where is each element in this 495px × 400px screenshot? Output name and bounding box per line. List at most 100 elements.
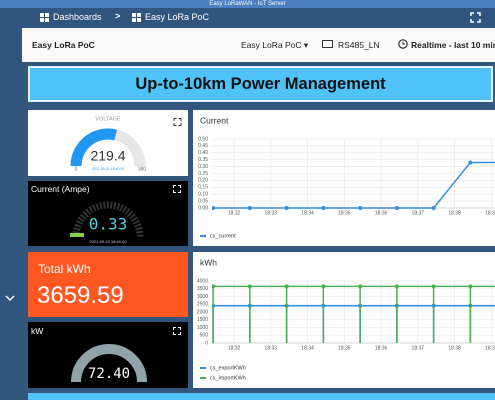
sidebar xyxy=(0,28,22,400)
y-tick-label: 0.45 xyxy=(198,143,208,149)
y-tick-label: 500 xyxy=(200,333,209,339)
point xyxy=(284,206,289,210)
point xyxy=(468,160,473,165)
fullscreen-button[interactable] xyxy=(470,12,481,23)
point xyxy=(247,284,252,289)
toolbar: Easy LoRa PoC Easy LoRa PoC ▾ RS485_LN R… xyxy=(22,28,495,62)
kw-value: 72.40 xyxy=(88,366,130,382)
point xyxy=(321,206,326,210)
banner: Up-to-10km Power Management xyxy=(28,66,493,102)
series xyxy=(212,284,495,343)
dashboards-icon xyxy=(40,13,49,22)
gauge-timestamp: 2021-09-22 18:40:00 xyxy=(92,167,125,171)
kw-widget: kW 72.40 xyxy=(28,322,188,388)
voltage-gauge: VOLTAGE 219.4 2021-09-22 18:40:00 0 380 xyxy=(70,116,182,172)
y-tick-label: 0 xyxy=(205,340,208,346)
point xyxy=(212,206,216,210)
dashboard-icon xyxy=(132,13,141,22)
point xyxy=(212,284,216,289)
y-tick-label: 3000 xyxy=(197,294,208,300)
series xyxy=(212,160,495,210)
widget-title: kW xyxy=(31,326,44,336)
fullscreen-button[interactable] xyxy=(173,118,182,126)
y-tick-label: 0.15 xyxy=(198,185,208,191)
current-widget: Current (Ampe) 0.33 2021-09-22 18:40:00 xyxy=(28,181,188,246)
timewindow[interactable]: Realtime - last 10 minu xyxy=(411,40,495,50)
digital-gauge: 0.33 2021-09-22 18:40:00 xyxy=(70,201,144,244)
kwh-chart-widget: kWh 0 500 1000 1500 2000 2500 3000 3500 4000 18:32… xyxy=(193,252,495,388)
x-tick-label: 18:33 xyxy=(265,345,278,351)
device-select[interactable]: RS485_LN xyxy=(338,40,380,50)
dashboard-title: Easy LoRa PoC xyxy=(32,40,95,50)
point xyxy=(358,284,363,289)
x-tick-label: 18:34 xyxy=(301,345,314,351)
current-value: 0.33 xyxy=(89,215,128,234)
y-tick-label: 4000 xyxy=(197,278,208,284)
x-tick-label: 18:35 xyxy=(338,345,351,351)
point xyxy=(394,284,399,289)
gauge-label: VOLTAGE xyxy=(95,116,120,122)
point xyxy=(394,206,399,210)
dashboard-select[interactable]: Easy LoRa PoC ▾ xyxy=(241,40,309,50)
x-tick-label: 18:32 xyxy=(228,345,241,351)
device-icon xyxy=(322,40,333,48)
x-tick-label: 18:34 xyxy=(301,210,314,216)
widget-title: Total kWh xyxy=(38,262,91,276)
chart-title: Current xyxy=(200,115,229,125)
window-title: Easy LoRaWAN - IoT Server xyxy=(0,0,495,8)
gauge-max: 380 xyxy=(138,166,147,172)
y-tick-label: 0.20 xyxy=(198,178,208,184)
total-kwh-value: 3659.59 xyxy=(37,282,124,309)
x-tick-label: 18:32 xyxy=(228,210,241,216)
clock-icon xyxy=(398,39,408,49)
y-tick-label: 2000 xyxy=(197,309,208,315)
x-tick-label: 18:38 xyxy=(448,210,461,216)
y-tick-label: 0.35 xyxy=(198,157,208,163)
point xyxy=(321,284,326,289)
fullscreen-button[interactable] xyxy=(173,185,181,193)
y-tick-label: 0.25 xyxy=(198,171,208,177)
y-tick-label: 0.40 xyxy=(198,150,208,156)
point xyxy=(247,206,252,210)
series xyxy=(212,303,495,343)
breadcrumb-link[interactable]: Dashboards xyxy=(53,12,102,22)
x-tick-label: 18:39 xyxy=(485,210,495,216)
point xyxy=(431,284,436,289)
current-chart-widget: Current 0.00 0.05 0.10 0.15 0.20 0.25 0.30 0.35 0… xyxy=(193,110,495,246)
y-tick-label: 0.50 xyxy=(198,136,208,142)
gauge-value: 219.4 xyxy=(90,148,125,164)
x-tick-label: 18:37 xyxy=(412,210,425,216)
y-tick-label: 0.05 xyxy=(198,198,208,204)
y-tick-label: 0.30 xyxy=(198,164,208,170)
sidebar-toggle[interactable] xyxy=(5,294,15,302)
point xyxy=(468,284,473,289)
voltage-widget: VOLTAGE 219.4 2021-09-22 18:40:00 0 380 xyxy=(28,110,188,176)
y-tick-label: 0.10 xyxy=(198,192,208,198)
y-tick-label: 3500 xyxy=(197,286,208,292)
y-tick-label: 1500 xyxy=(197,317,208,323)
gauge-min: 0 xyxy=(75,166,78,172)
x-tick-label: 18:37 xyxy=(412,345,425,351)
point xyxy=(358,206,363,210)
x-tick-label: 18:36 xyxy=(375,210,388,216)
widget-title: Current (Ampe) xyxy=(31,184,90,194)
x-tick-label: 18:38 xyxy=(448,345,461,351)
y-tick-label: 2500 xyxy=(197,302,208,308)
point xyxy=(284,284,289,289)
legend-label: cs_current xyxy=(210,233,236,239)
chart-title: kWh xyxy=(200,257,217,267)
fullscreen-button[interactable] xyxy=(173,327,181,335)
y-tick-label: 1000 xyxy=(197,325,208,331)
timestamp: 2021-09-22 18:40:00 xyxy=(89,239,127,244)
gauge-value-arc xyxy=(70,128,118,167)
next-widget xyxy=(28,393,495,400)
x-tick-label: 18:39 xyxy=(485,345,495,351)
nav-bar: Dashboards > Easy LoRa PoC xyxy=(0,8,495,28)
point xyxy=(431,206,436,210)
total-kwh-widget: Total kWh 3659.59 xyxy=(28,252,188,317)
x-tick-label: 18:35 xyxy=(338,210,351,216)
x-tick-label: 18:36 xyxy=(375,345,388,351)
x-tick-label: 18:33 xyxy=(265,210,278,216)
